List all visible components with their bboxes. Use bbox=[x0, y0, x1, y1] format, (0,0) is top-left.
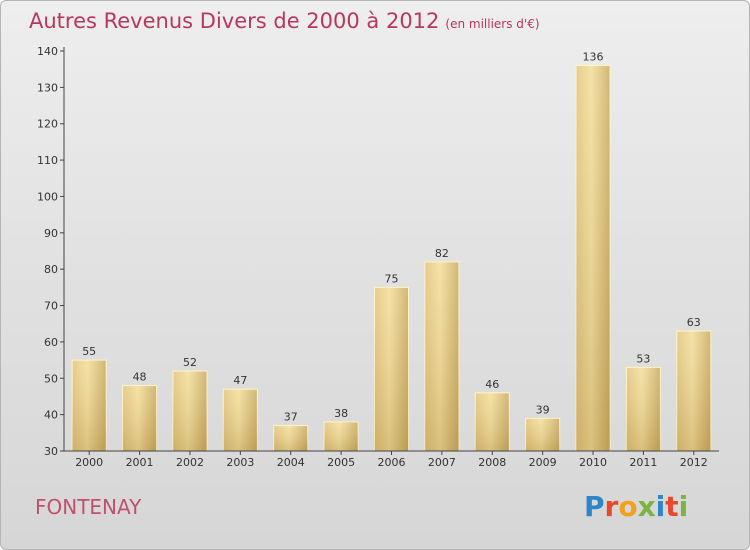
bar-value-label: 136 bbox=[583, 51, 604, 64]
proxiti-logo: Proxiti bbox=[584, 490, 688, 523]
y-tick-label: 120 bbox=[37, 118, 58, 131]
x-tick-label: 2000 bbox=[75, 456, 103, 469]
x-tick-label: 2011 bbox=[629, 456, 657, 469]
bar-shade bbox=[525, 418, 560, 451]
bar-shade bbox=[475, 392, 510, 451]
x-tick-label: 2010 bbox=[579, 456, 607, 469]
bar-value-label: 52 bbox=[183, 356, 197, 369]
logo-letter: t bbox=[665, 490, 679, 523]
bar-value-label: 82 bbox=[435, 247, 449, 260]
bar-shade bbox=[72, 360, 107, 451]
y-tick-label: 80 bbox=[44, 263, 58, 276]
x-tick-label: 2008 bbox=[478, 456, 506, 469]
chart-title-text: Autres Revenus Divers de 2000 à 2012 bbox=[29, 9, 440, 33]
logo-letter: o bbox=[618, 490, 638, 523]
logo-letter: x bbox=[637, 490, 656, 523]
logo-letter: i bbox=[678, 490, 689, 523]
logo-letter: r bbox=[604, 490, 619, 523]
y-tick-label: 50 bbox=[44, 372, 58, 385]
logo-letter: P bbox=[584, 490, 605, 523]
bar-shade bbox=[172, 371, 207, 451]
bar-shade bbox=[626, 367, 661, 451]
x-tick-label: 2006 bbox=[378, 456, 406, 469]
bar-shade bbox=[424, 261, 459, 451]
x-tick-label: 2009 bbox=[529, 456, 557, 469]
bar-value-label: 39 bbox=[536, 403, 550, 416]
x-axis: 2000 2001 2002 2003 2004 2005 2006 2007 2008 2009… bbox=[64, 450, 719, 469]
x-tick-label: 2002 bbox=[176, 456, 204, 469]
x-tick-label: 2007 bbox=[428, 456, 456, 469]
bar-value-label: 53 bbox=[636, 352, 650, 365]
bars: 55 48 52 47 37 38 75 82 46 39 136 53 63 bbox=[71, 51, 712, 452]
bar-value-label: 46 bbox=[485, 378, 499, 391]
x-tick-label: 2001 bbox=[126, 456, 154, 469]
y-tick-label: 130 bbox=[37, 81, 58, 94]
bar-value-label: 38 bbox=[334, 407, 348, 420]
bar-shade bbox=[576, 65, 611, 451]
x-tick-label: 2005 bbox=[327, 456, 355, 469]
logo-letter: i bbox=[655, 490, 666, 523]
x-tick-label: 2012 bbox=[680, 456, 708, 469]
bar-shade bbox=[676, 331, 711, 451]
bar-shade bbox=[374, 287, 409, 451]
bar-shade bbox=[273, 425, 308, 451]
y-tick-label: 90 bbox=[44, 227, 58, 240]
y-tick-label: 70 bbox=[44, 300, 58, 313]
bar-shade bbox=[223, 389, 258, 451]
commune-name: FONTENAY bbox=[35, 495, 142, 519]
y-tick-label: 30 bbox=[44, 445, 58, 458]
x-tick-label: 2003 bbox=[226, 456, 254, 469]
bar-value-label: 37 bbox=[284, 411, 298, 424]
y-axis: 30 40 50 60 70 80 90 100 110 120 130 140 bbox=[37, 45, 65, 458]
y-tick-label: 110 bbox=[37, 154, 58, 167]
y-tick-label: 60 bbox=[44, 336, 58, 349]
bar-shade bbox=[324, 421, 359, 451]
y-tick-label: 40 bbox=[44, 409, 58, 422]
bar-value-label: 63 bbox=[687, 316, 701, 329]
chart-title-unit: (en milliers d'€) bbox=[445, 17, 540, 31]
bar-value-label: 48 bbox=[133, 371, 147, 384]
y-tick-label: 140 bbox=[37, 45, 58, 58]
bar-value-label: 75 bbox=[385, 272, 399, 285]
bar-shade bbox=[122, 385, 157, 451]
bar-value-label: 47 bbox=[233, 374, 247, 387]
bar-value-label: 55 bbox=[82, 345, 96, 358]
x-tick-label: 2004 bbox=[277, 456, 305, 469]
chart-title: Autres Revenus Divers de 2000 à 2012 (en … bbox=[29, 9, 540, 33]
y-tick-label: 100 bbox=[37, 190, 58, 203]
